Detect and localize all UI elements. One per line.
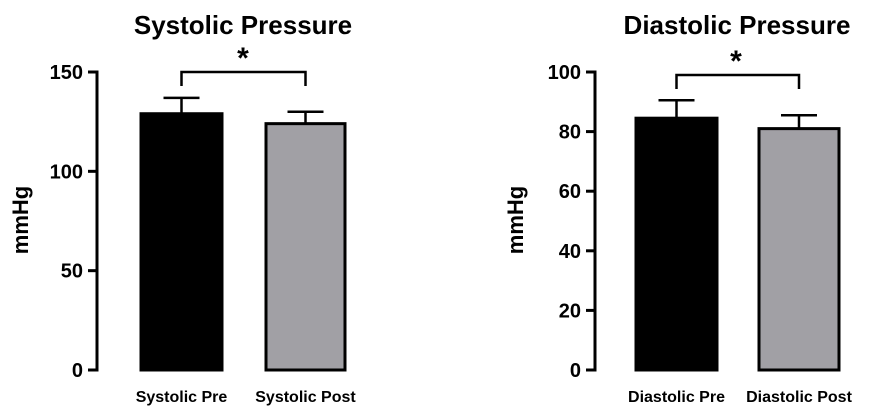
category-label: Systolic Post	[255, 389, 356, 406]
significance-label: *	[237, 42, 249, 75]
y-tick-label: 0	[72, 360, 83, 382]
y-axis-label: mmHg	[503, 186, 528, 254]
y-tick-label: 50	[61, 261, 83, 283]
y-axis-label: mmHg	[8, 186, 33, 254]
category-label: Diastolic Pre	[628, 389, 725, 406]
chart-title: Diastolic Pressure	[624, 10, 851, 40]
y-tick-label: 150	[50, 62, 83, 84]
bar	[634, 116, 719, 372]
chart-title: Systolic Pressure	[134, 10, 352, 40]
category-label: Diastolic Post	[746, 389, 852, 406]
bar	[757, 127, 841, 372]
category-label: Systolic Pre	[136, 389, 228, 406]
bar	[264, 122, 347, 372]
y-tick-label: 80	[559, 122, 581, 144]
y-tick-label: 100	[50, 161, 83, 183]
y-tick-label: 20	[559, 300, 581, 322]
y-tick-label: 0	[570, 360, 581, 382]
significance-bracket	[180, 70, 307, 86]
diastolic-chart: Diastolic Pressure mmHg * 0 20 40 60 80 100 Di…	[503, 10, 853, 406]
y-tick-label: 100	[548, 62, 581, 84]
systolic-chart: Systolic Pressure mmHg * 0 50 100 150 Systol…	[8, 10, 357, 406]
chart-marks: 0 50 100 150 Systolic Pre Systolic Post	[50, 62, 357, 406]
chart-marks: 0 20 40 60 80 100 Diastolic Pre Diastolic Post	[548, 62, 853, 406]
systolic-chart-panel: Systolic Pressure mmHg * 0 50 100 150 Systol…	[0, 0, 437, 407]
significance-label: *	[730, 45, 742, 78]
bar	[139, 112, 224, 372]
diastolic-chart-panel: Diastolic Pressure mmHg * 0 20 40 60 80 100 Di…	[437, 0, 875, 407]
significance-bracket	[675, 73, 801, 89]
y-tick-label: 40	[559, 241, 581, 263]
y-tick-label: 60	[559, 181, 581, 203]
